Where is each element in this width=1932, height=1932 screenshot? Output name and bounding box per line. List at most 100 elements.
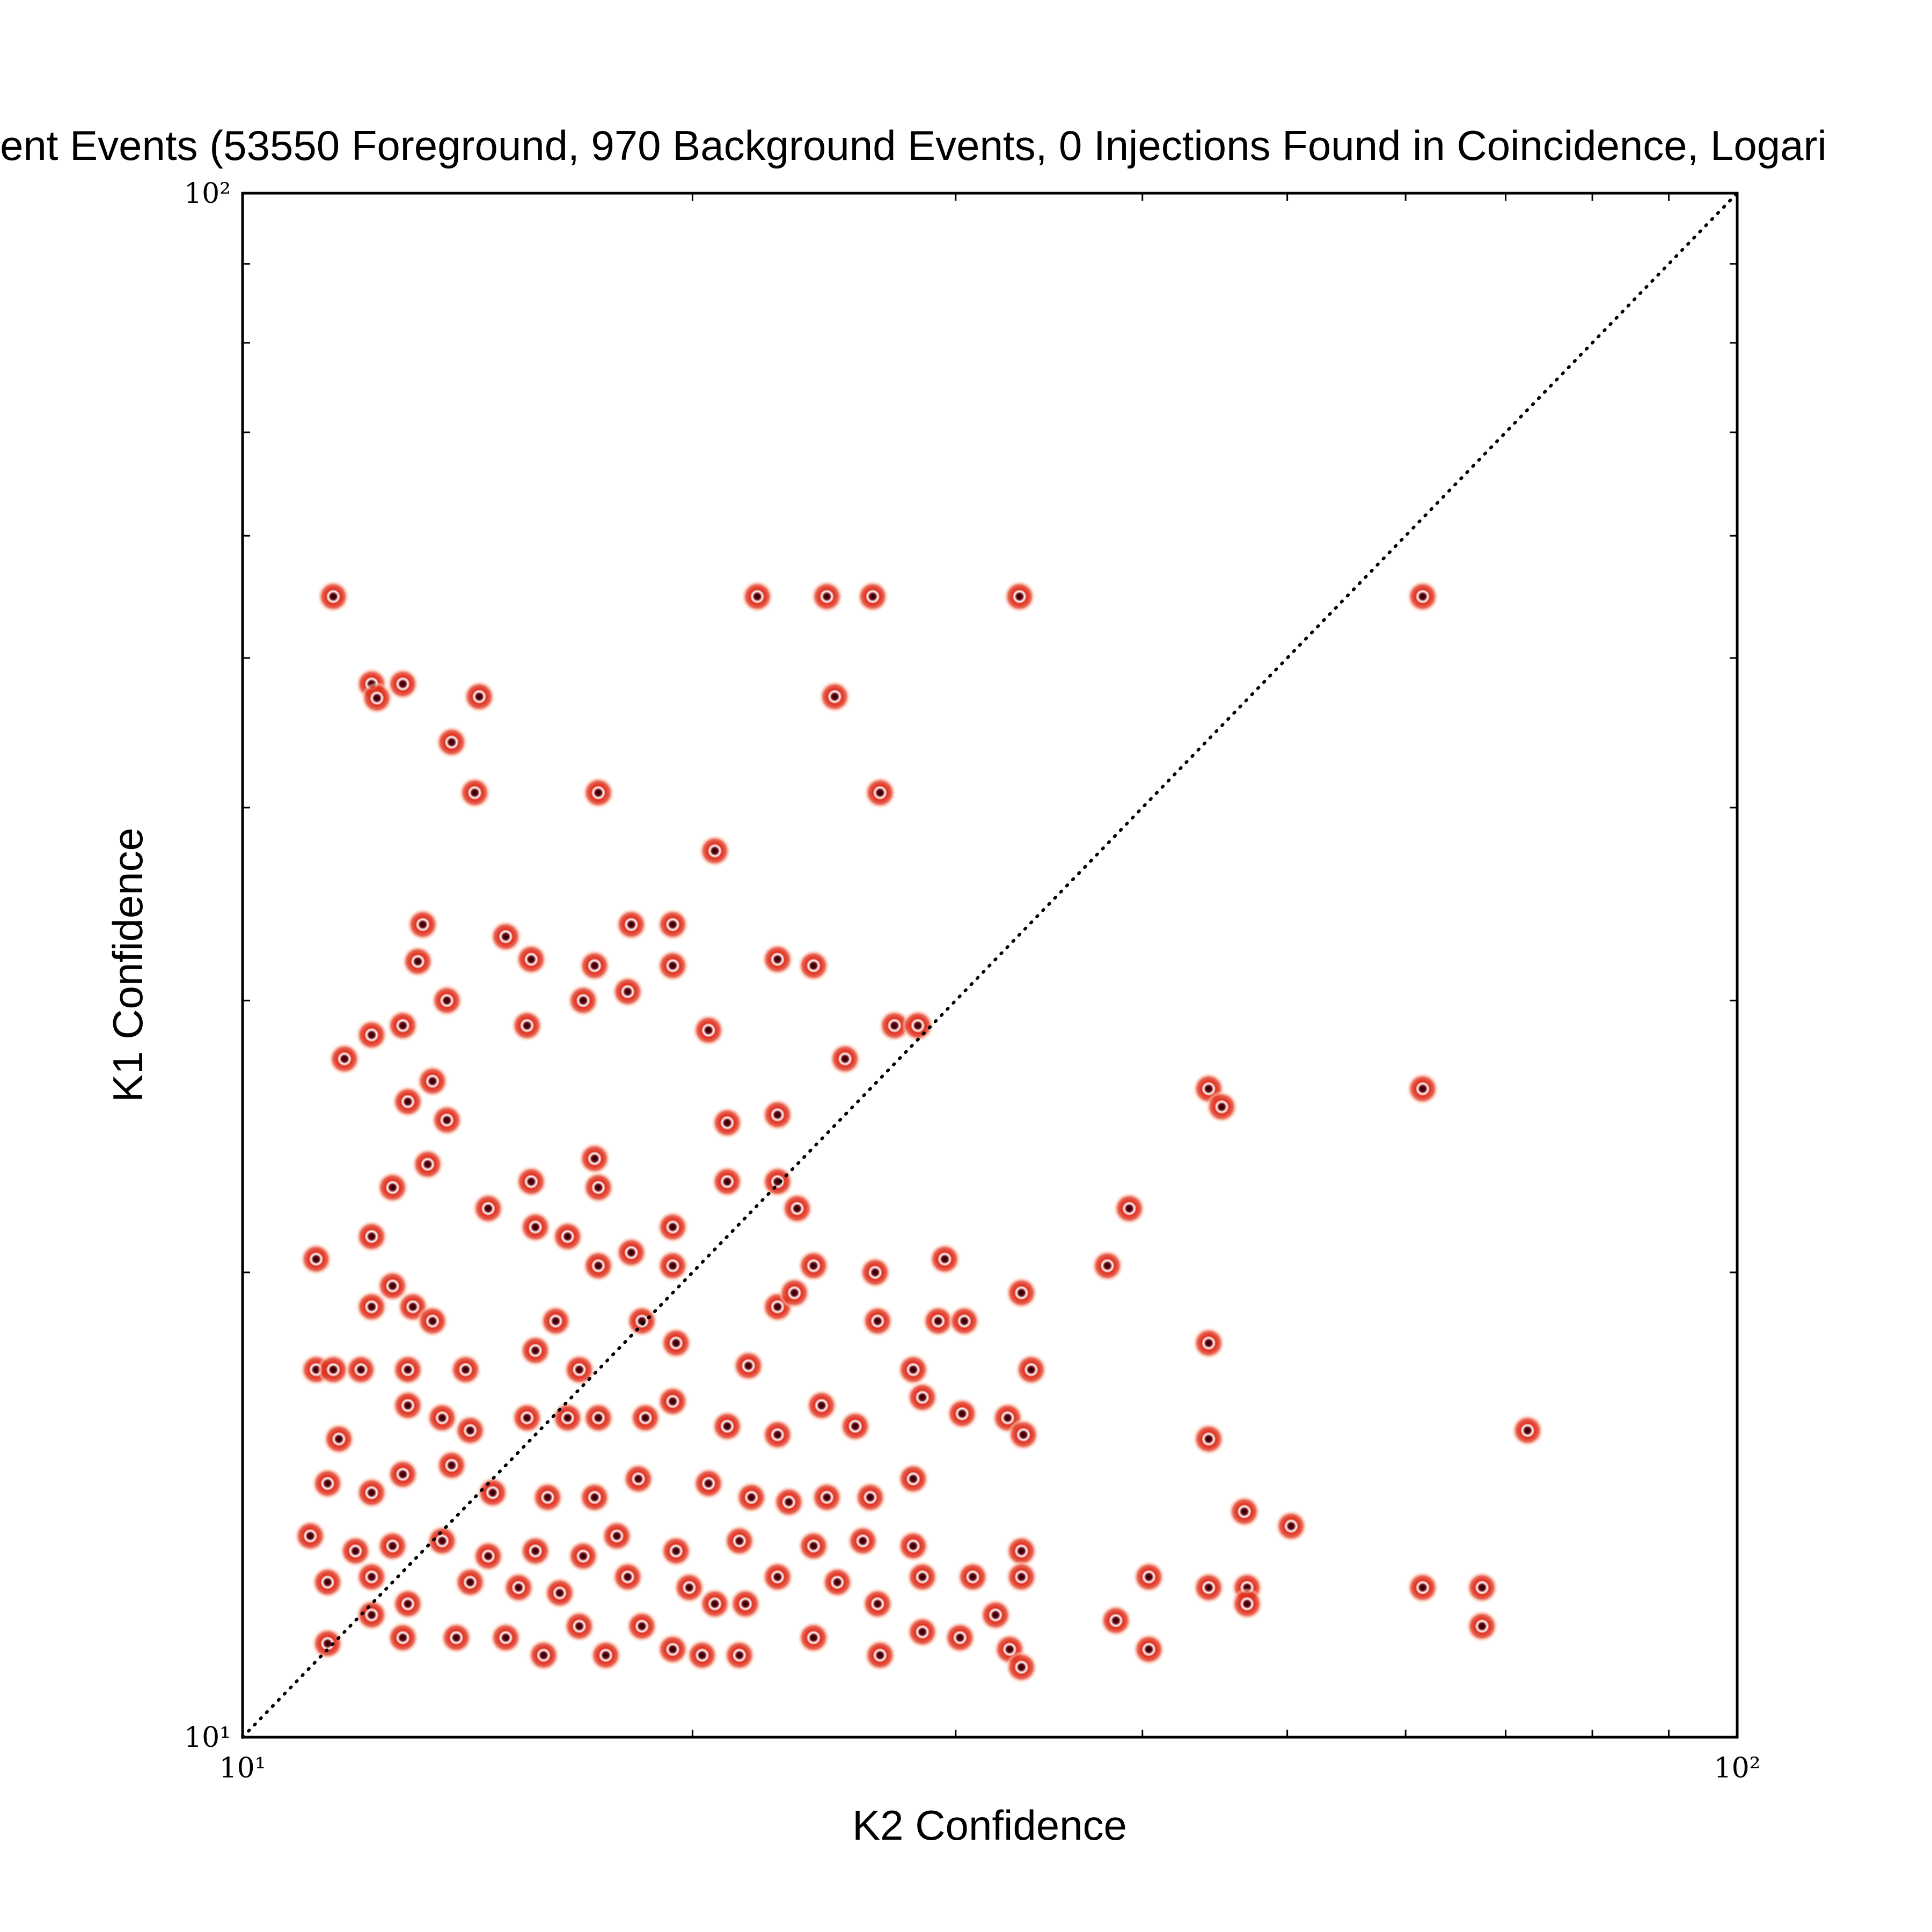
x-axis-label: K2 Confidence xyxy=(852,1802,1127,1849)
density-blob xyxy=(391,1353,424,1386)
density-blob xyxy=(1466,1571,1498,1604)
density-blob xyxy=(294,1520,327,1553)
density-blob xyxy=(449,1353,482,1386)
density-blob xyxy=(859,1256,891,1289)
density-blob xyxy=(656,1249,689,1282)
density-blob xyxy=(1005,1651,1038,1684)
y-axis-label: K1 Confidence xyxy=(104,828,151,1102)
density-blob xyxy=(1466,1610,1498,1643)
density-blob xyxy=(711,1165,744,1198)
density-blob xyxy=(519,1211,552,1243)
density-blob xyxy=(435,1449,468,1482)
density-blob xyxy=(906,1381,939,1414)
density-blob xyxy=(376,1529,409,1562)
density-blob xyxy=(567,984,599,1017)
density-blob xyxy=(778,1276,811,1309)
density-blob xyxy=(1406,1571,1439,1604)
density-blob xyxy=(761,1165,794,1198)
density-blob xyxy=(1132,1561,1165,1593)
density-blob xyxy=(1003,580,1036,613)
density-blob xyxy=(1205,1091,1238,1123)
density-blob xyxy=(946,1397,978,1430)
density-blob xyxy=(1132,1633,1165,1666)
density-blob xyxy=(673,1571,706,1604)
density-blob xyxy=(656,1633,689,1666)
density-blob xyxy=(863,1639,896,1672)
density-blob xyxy=(735,1481,768,1514)
density-blob xyxy=(622,1462,655,1495)
density-blob xyxy=(656,949,689,982)
density-blob xyxy=(723,1639,756,1672)
density-blob xyxy=(386,668,419,700)
y-tick-label: 10¹ xyxy=(184,1722,231,1754)
density-blob xyxy=(361,682,393,714)
density-blob xyxy=(386,1009,419,1042)
density-blob xyxy=(582,1171,614,1204)
density-blob xyxy=(391,1389,424,1422)
density-blob xyxy=(797,1529,830,1562)
density-blob xyxy=(741,580,774,613)
density-blob xyxy=(527,1639,560,1672)
density-blob xyxy=(411,1148,444,1181)
density-blob xyxy=(761,943,794,976)
density-blob xyxy=(1511,1414,1544,1447)
density-blob xyxy=(1192,1571,1225,1604)
density-blob xyxy=(1007,1418,1040,1451)
density-blob xyxy=(355,1291,388,1323)
density-blob xyxy=(615,908,648,941)
density-blob xyxy=(543,1577,576,1609)
density-blob xyxy=(928,1243,961,1276)
density-blob xyxy=(345,1353,377,1386)
density-blob xyxy=(1406,580,1439,613)
plot-frame xyxy=(241,192,1739,1739)
density-blob xyxy=(300,1243,333,1276)
density-blob xyxy=(611,1561,644,1593)
chart-title: ent Events (53550 Foreground, 970 Backgr… xyxy=(0,122,1827,169)
density-blob xyxy=(979,1599,1012,1631)
diagonal-line xyxy=(241,192,1739,1739)
density-blob xyxy=(311,1467,344,1500)
density-blob xyxy=(698,835,731,867)
density-blob xyxy=(1005,1535,1038,1568)
density-blob xyxy=(781,1192,814,1225)
density-blob xyxy=(582,1249,614,1282)
density-blob xyxy=(355,1561,388,1593)
density-blob xyxy=(563,1353,596,1386)
density-blob xyxy=(426,1401,458,1434)
density-blob xyxy=(406,908,439,941)
density-blob xyxy=(1406,1072,1439,1105)
density-blob xyxy=(317,1353,350,1386)
density-blob xyxy=(386,1458,419,1491)
density-blob xyxy=(578,1142,611,1175)
density-blob xyxy=(454,1414,487,1447)
density-blob xyxy=(515,1165,547,1198)
density-blob xyxy=(355,1599,388,1631)
density-blob xyxy=(863,777,896,809)
density-blob xyxy=(489,1621,522,1654)
density-blob xyxy=(839,1410,872,1443)
density-blob xyxy=(1015,1353,1048,1386)
density-blob xyxy=(551,1401,584,1434)
density-blob xyxy=(723,1525,756,1557)
density-blob xyxy=(692,1467,725,1500)
density-blob xyxy=(567,1540,599,1572)
density-blob xyxy=(1113,1192,1146,1225)
density-blob xyxy=(1100,1604,1132,1637)
density-blob xyxy=(861,1587,894,1620)
density-blob xyxy=(1275,1510,1307,1542)
density-blob xyxy=(311,1566,344,1599)
density-blob xyxy=(328,1043,361,1075)
x-tick-label: 10¹ xyxy=(219,1752,266,1784)
density-blob xyxy=(1192,1327,1225,1359)
density-blob xyxy=(692,1014,725,1046)
y-tick-label: 10² xyxy=(184,178,231,210)
density-blob xyxy=(761,1418,794,1451)
density-blob xyxy=(797,1249,830,1282)
density-blob xyxy=(578,1481,611,1514)
density-blob xyxy=(854,1481,887,1514)
density-blob xyxy=(729,1587,762,1620)
density-blob xyxy=(660,1535,692,1568)
density-blob xyxy=(463,680,496,713)
density-blob xyxy=(355,1476,388,1509)
